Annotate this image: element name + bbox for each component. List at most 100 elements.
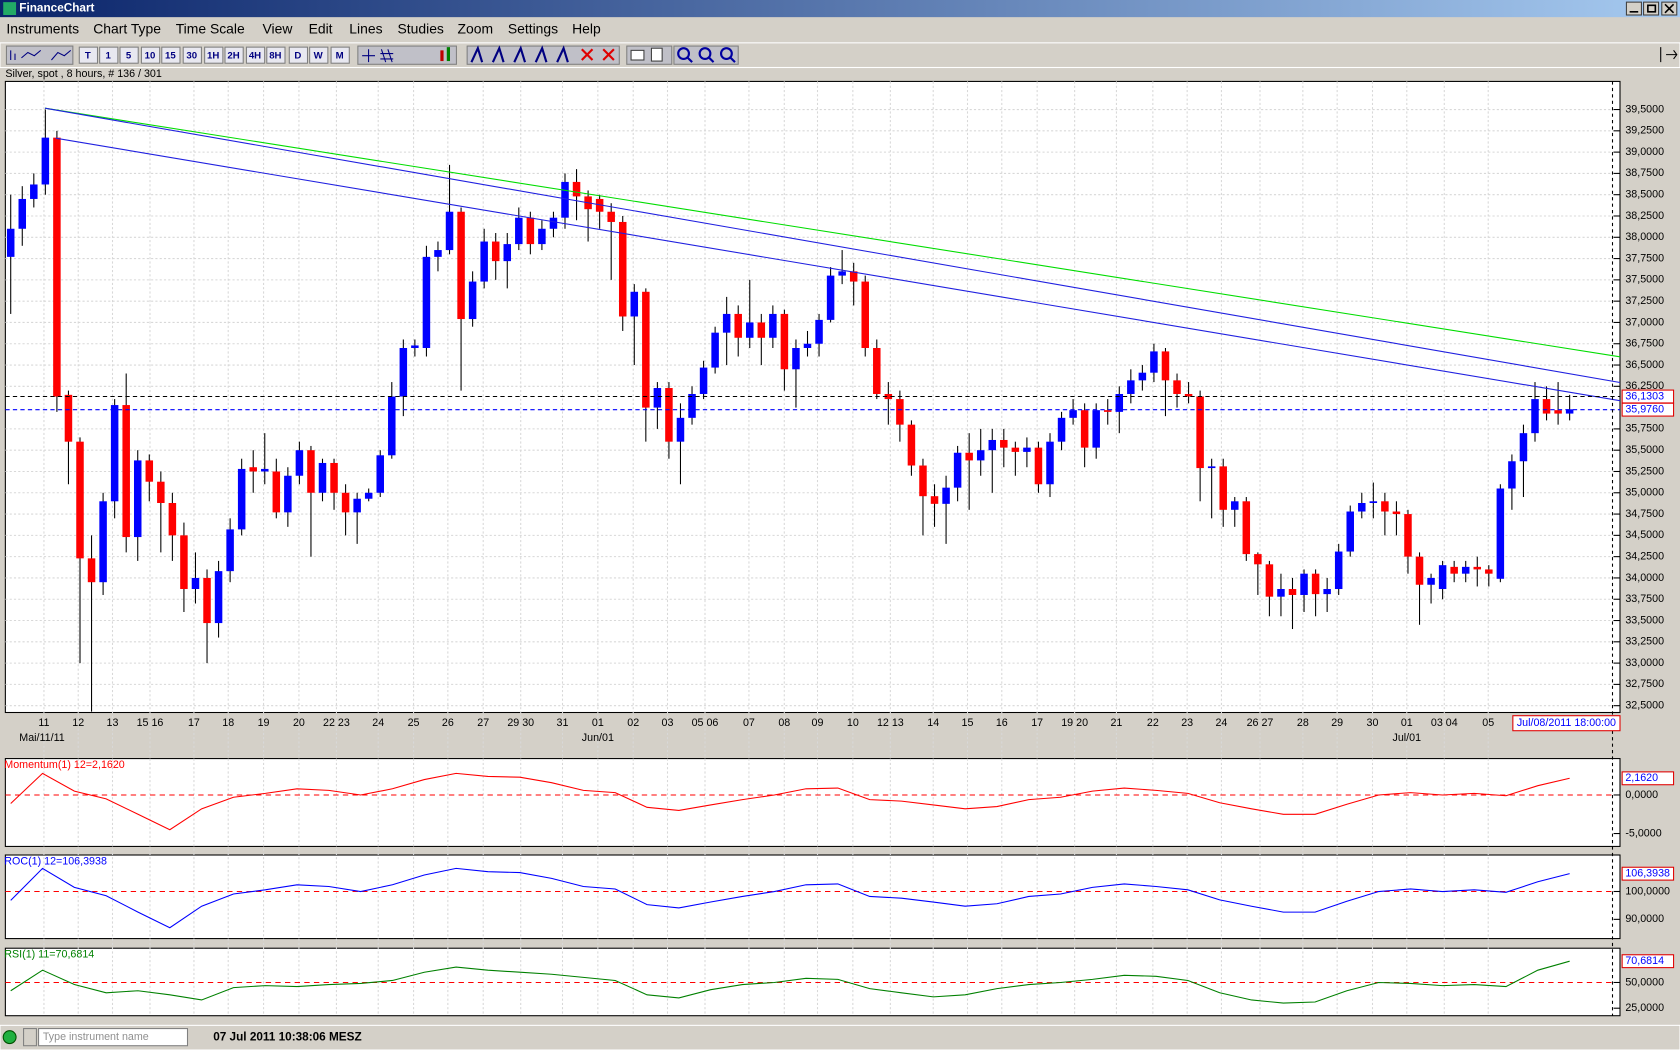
candle-body [191, 577, 200, 590]
toolbar-button[interactable] [224, 46, 244, 64]
toolbar-button[interactable] [140, 46, 161, 64]
toolbar-button[interactable] [245, 46, 266, 64]
toolbar-label: T [85, 50, 91, 61]
candle-body [1554, 410, 1562, 414]
menu-item[interactable]: Time Scale [176, 21, 245, 37]
toolbar-label: 1 [106, 50, 112, 61]
candle-body [1254, 554, 1262, 565]
menu-item[interactable]: Lines [349, 21, 382, 37]
y-tick-label: 38,5000 [1625, 189, 1664, 201]
candle-body [1450, 566, 1458, 574]
x-tick-label: 15 16 [137, 717, 164, 729]
x-tick-label: 17 [1031, 717, 1043, 729]
instrument-info: Silver, spot , 8 hours, # 136 / 301 [5, 68, 162, 80]
candle-body [1207, 466, 1216, 469]
candle-body [1358, 502, 1366, 512]
candle-body [468, 281, 477, 320]
candle-body [1323, 589, 1331, 595]
maximize-button[interactable] [1643, 1, 1660, 16]
menu-item[interactable]: Studies [398, 21, 444, 37]
toolbar-button[interactable] [99, 46, 119, 64]
y-tick-label: 34,0000 [1625, 572, 1664, 584]
y-tick-label: 34,5000 [1625, 529, 1664, 541]
y-tick-label: 36,7500 [1625, 338, 1664, 350]
candle-body [630, 291, 639, 317]
toolbar-button[interactable] [78, 46, 99, 64]
candle-body [30, 184, 38, 199]
candle-body [1277, 589, 1285, 597]
y-tick-label: 36,2500 [1625, 380, 1664, 392]
toolbar-button[interactable] [288, 46, 309, 64]
candle-body [272, 471, 281, 513]
candle-body [203, 577, 211, 624]
y-tick-label: 38,0000 [1625, 231, 1664, 243]
x-tick-label: 14 [927, 717, 939, 729]
candle-body [1000, 439, 1008, 448]
candles [6, 109, 1574, 712]
menu-item[interactable]: Help [572, 21, 601, 37]
menu-item[interactable]: Chart Type [93, 21, 161, 37]
y-tick-label: 35,0000 [1625, 487, 1664, 499]
chart-type-buttons[interactable] [5, 45, 74, 65]
toolbar-button[interactable] [182, 46, 202, 64]
level-label: 35,9760 [1625, 403, 1664, 415]
candle-body [491, 241, 500, 262]
instrument-input[interactable] [38, 1028, 189, 1047]
x-tick-label: 26 [442, 717, 454, 729]
candle-body [445, 211, 454, 251]
print-glyph [630, 49, 645, 61]
x-tick-label: 15 [962, 717, 974, 729]
roc-panel [4, 854, 1621, 940]
menu-item[interactable]: Zoom [458, 21, 494, 37]
candle-body [249, 467, 257, 472]
candle-body [1438, 565, 1447, 590]
y-tick-label: 50,0000 [1625, 976, 1664, 988]
collapse-glyph[interactable] [1660, 47, 1678, 63]
menu-item[interactable]: View [263, 21, 294, 37]
minimize-button[interactable] [1625, 1, 1642, 16]
candle-body [792, 347, 800, 370]
toolbar-button[interactable] [119, 46, 139, 64]
candle-body [1542, 399, 1551, 414]
toolbar-label: 2H [227, 50, 239, 61]
menu-item[interactable]: Settings [508, 21, 558, 37]
x-tick-label: 09 [812, 717, 824, 729]
candle-body [1265, 564, 1274, 597]
toolbar-button[interactable] [309, 46, 329, 64]
grid: 11 12 13 15 16 17 18 19 20 22 23 24 25 26 27 29 30 31 0… [5, 81, 1664, 1016]
candle-body [87, 558, 96, 583]
x-tick-label: 05 06 [692, 717, 719, 729]
y-tick-label: 39,2500 [1625, 125, 1664, 137]
x-tick-label: 05 [1482, 717, 1494, 729]
candle-body [1115, 393, 1124, 412]
y-tick-label: 33,7500 [1625, 593, 1664, 605]
cursor-label: Jul/08/2011 18:00:00 [1517, 717, 1616, 729]
toolbar-button[interactable] [204, 46, 224, 64]
x-tick-label: 03 04 [1431, 717, 1458, 729]
x-tick-label: 19 [258, 717, 270, 729]
candle-body [780, 313, 789, 370]
candle-body [722, 313, 731, 333]
candle-body [538, 228, 546, 245]
candle-body [907, 424, 916, 466]
candle-body [942, 487, 950, 504]
x-tick-label: 28 [1297, 717, 1309, 729]
level-box [1621, 402, 1675, 417]
toolbar-button[interactable] [266, 46, 286, 64]
toolbar-label: D [294, 50, 301, 61]
y-tick-label: 33,5000 [1625, 614, 1664, 626]
candle-body [711, 332, 719, 368]
toolbar-button[interactable] [330, 46, 350, 64]
search-icon[interactable] [23, 1028, 37, 1047]
y-tick-label: 33,2500 [1625, 636, 1664, 648]
candle-body [873, 347, 881, 394]
x-tick-label: 27 [477, 717, 489, 729]
candle-body [1508, 461, 1516, 489]
menu-item[interactable]: Instruments [6, 21, 79, 37]
candle-body [41, 137, 50, 185]
menu-item[interactable]: Edit [309, 21, 333, 37]
drawing-buttons[interactable] [357, 45, 457, 65]
y-tick-label: 25,0000 [1625, 1002, 1664, 1014]
last-value-label: 70,6814 [1625, 955, 1664, 967]
toolbar-button[interactable] [161, 46, 181, 64]
